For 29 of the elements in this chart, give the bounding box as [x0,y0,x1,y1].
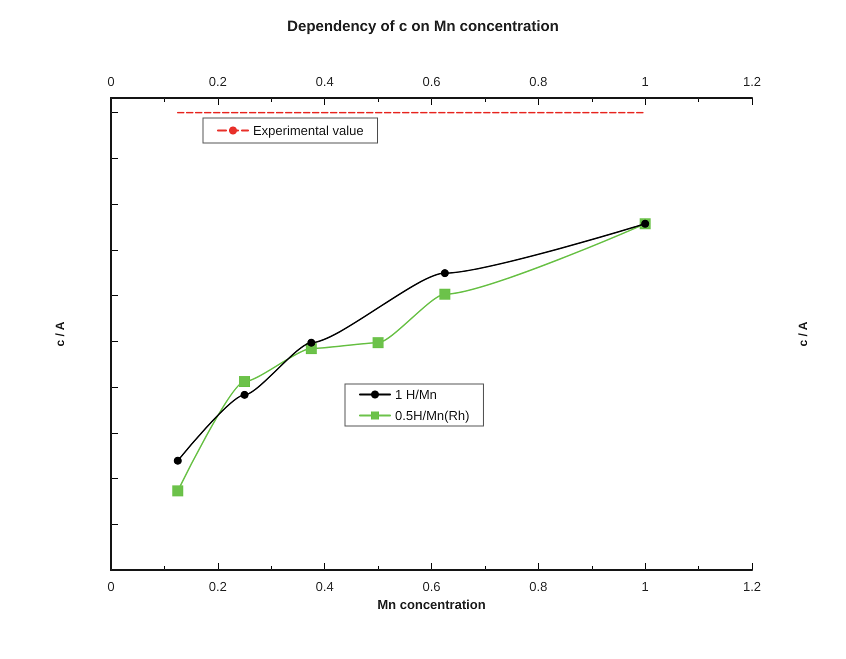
y2-axis-title: c / A [796,321,810,346]
chart-title: Dependency of c on Mn concentration [287,18,559,35]
x-tick-label: 0.8 [529,579,548,594]
x2-tick-label: 0.6 [422,74,441,89]
x-tick-label: 0.2 [208,579,227,594]
point [440,269,449,278]
point [439,288,450,300]
x2-tick-label: 0.4 [316,74,334,89]
x-tick-label: 0 [107,579,115,594]
point [172,485,184,496]
y-axis-title: c / A [53,321,67,346]
legend-label: 1 H/Mn [395,387,437,402]
x-tick-label: 0.6 [422,579,441,594]
point [174,456,182,465]
x2-tick-label: 1 [642,74,649,89]
x-tick-label: 0.4 [316,579,334,594]
x-axis-title: Mn concentration [377,596,486,612]
x2-tick-label: 0.8 [529,74,548,89]
point [372,337,384,348]
point [240,390,249,399]
x-tick-label: 1 [642,579,649,594]
x2-tick-label: 0 [107,74,115,89]
legend-label: 0.5H/Mn(Rh) [395,408,470,423]
x2-tick-label: 0.2 [208,74,227,89]
x2-tick-label: 1.2 [742,74,762,89]
point [239,376,250,388]
x-tick-label: 1.2 [742,579,762,594]
point [307,338,316,347]
legend-label: Experimental value [253,123,364,138]
